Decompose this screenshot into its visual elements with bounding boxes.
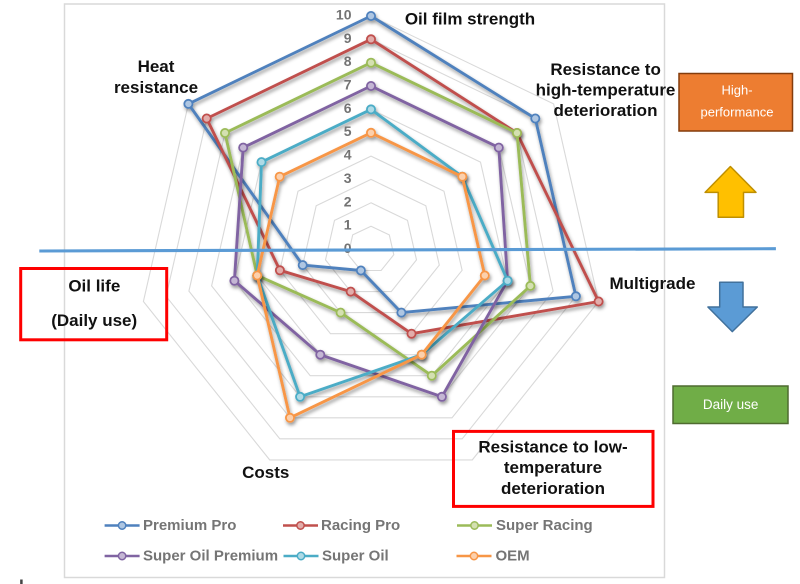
svg-text:Super Oil: Super Oil xyxy=(322,548,389,565)
svg-text:temperature: temperature xyxy=(504,458,602,477)
svg-text:Super Racing: Super Racing xyxy=(496,517,593,534)
svg-text:2: 2 xyxy=(344,193,352,209)
svg-text:Daily use: Daily use xyxy=(703,397,759,412)
svg-text:Oil film strength: Oil film strength xyxy=(405,10,535,29)
svg-text:High-: High- xyxy=(721,82,752,97)
svg-text:deterioration: deterioration xyxy=(501,479,605,498)
svg-text:6: 6 xyxy=(344,100,352,116)
svg-text:10: 10 xyxy=(336,7,352,23)
svg-text:1: 1 xyxy=(344,217,352,233)
svg-text:3: 3 xyxy=(344,170,352,186)
svg-text:performance: performance xyxy=(701,104,774,119)
svg-text:(Daily use): (Daily use) xyxy=(51,311,137,330)
svg-text:Resistance to: Resistance to xyxy=(550,60,661,79)
svg-text:9: 9 xyxy=(344,30,352,46)
svg-text:Heat: Heat xyxy=(138,57,175,76)
svg-text:deterioration: deterioration xyxy=(554,101,658,120)
svg-text:Multigrade: Multigrade xyxy=(610,274,696,293)
svg-text:Super Oil Premium: Super Oil Premium xyxy=(143,548,278,565)
svg-text:OEM: OEM xyxy=(496,548,530,565)
svg-text:Premium Pro: Premium Pro xyxy=(143,517,236,534)
svg-text:5: 5 xyxy=(344,123,352,139)
svg-text:Costs: Costs xyxy=(242,463,289,482)
svg-text:Oil life: Oil life xyxy=(68,277,120,296)
svg-text:0: 0 xyxy=(344,240,352,256)
svg-text:Resistance to low-: Resistance to low- xyxy=(478,438,627,457)
svg-text:8: 8 xyxy=(344,53,352,69)
svg-text:high-temperature: high-temperature xyxy=(536,81,676,100)
svg-text:7: 7 xyxy=(344,77,352,93)
svg-text:4: 4 xyxy=(344,147,352,163)
svg-text:resistance: resistance xyxy=(114,78,198,97)
svg-text:Racing Pro: Racing Pro xyxy=(321,517,400,534)
